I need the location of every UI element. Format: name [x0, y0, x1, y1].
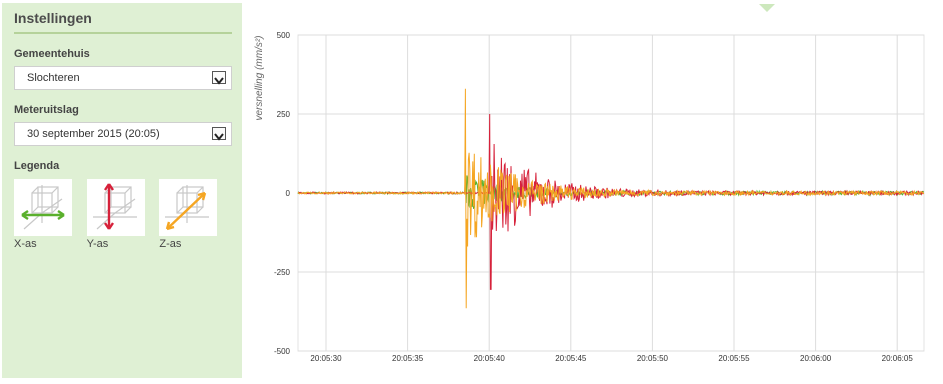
legend-label-y: Y-as	[86, 238, 109, 250]
x-tick-label: 20:05:40	[474, 354, 506, 363]
y-tick-label: 500	[277, 31, 291, 40]
legend-item-x: X-as	[14, 179, 87, 250]
legend: X-as Y-as	[14, 179, 232, 250]
chevron-down-icon[interactable]	[212, 127, 226, 141]
x-tick-label: 20:05:35	[392, 354, 424, 363]
y-tick-label: -500	[274, 347, 291, 356]
panel-title: Instellingen	[14, 3, 232, 34]
meteruitslag-select[interactable]: 30 september 2015 (20:05)	[14, 122, 232, 146]
gemeentehuis-select[interactable]: Slochteren	[14, 66, 232, 90]
series-line	[298, 113, 925, 290]
y-axis-icon	[86, 179, 145, 236]
x-axis-icon	[14, 179, 72, 236]
x-tick-label: 20:05:50	[637, 354, 669, 363]
y-tick-label: 0	[286, 189, 291, 198]
meteruitslag-value: 30 september 2015 (20:05)	[27, 128, 160, 140]
legenda-label: Legenda	[14, 160, 60, 172]
meteruitslag-label: Meteruitslag	[14, 104, 79, 116]
legend-item-z: Z-as	[159, 179, 232, 250]
legend-item-y: Y-as	[86, 179, 160, 250]
chart-svg: 500 250 0 -250 -500 20:05:30 20:05:35 20:05:40…	[254, 4, 925, 363]
collapse-indicator-icon	[759, 4, 775, 12]
legend-label-z: Z-as	[159, 238, 182, 250]
x-tick-label: 20:06:05	[882, 354, 914, 363]
z-axis-icon	[159, 179, 218, 236]
gemeentehuis-label: Gemeentehuis	[14, 48, 90, 60]
seismograph-chart: 500 250 0 -250 -500 20:05:30 20:05:35 20:05:40…	[246, 0, 943, 379]
legend-label-x: X-as	[14, 238, 37, 250]
y-tick-label: -250	[274, 268, 291, 277]
x-tick-label: 20:05:45	[555, 354, 587, 363]
y-tick-label: 250	[277, 110, 291, 119]
x-tick-label: 20:05:55	[718, 354, 750, 363]
x-tick-label: 20:06:00	[800, 354, 832, 363]
gemeentehuis-value: Slochteren	[27, 72, 80, 84]
settings-panel: Instellingen Gemeentehuis Slochteren Met…	[2, 3, 242, 378]
y-axis-label: versnelling (mm/s²)	[254, 35, 265, 120]
series-line	[297, 88, 925, 309]
x-tick-label: 20:05:30	[310, 354, 342, 363]
chevron-down-icon[interactable]	[212, 71, 226, 85]
